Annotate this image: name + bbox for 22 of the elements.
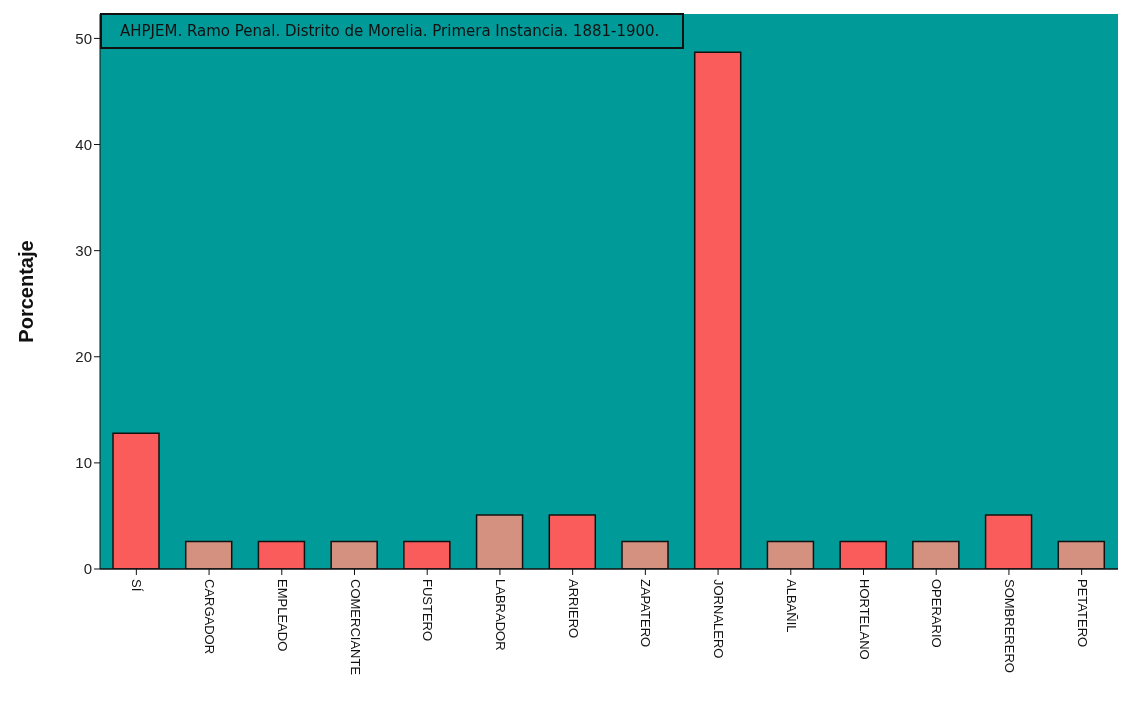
x-tick-label: OPERARIO xyxy=(929,579,945,648)
x-tick-label: SÍ xyxy=(129,579,145,592)
annotation: AHPJEM. Ramo Penal. Distrito de Morelia. Primera Instancia. 1881-1900. xyxy=(100,13,684,49)
y-tick-label: 50 xyxy=(75,29,92,47)
x-tick-label: ARRIERO xyxy=(565,579,581,639)
x-tick-label: PETATERO xyxy=(1074,579,1090,648)
x-tick-label: HORTELANO xyxy=(856,579,872,660)
x-tick-label: ALBAÑIL xyxy=(783,579,799,633)
x-tick-label: COMERCIANTE xyxy=(347,579,363,676)
y-tick-label: 10 xyxy=(75,454,92,472)
x-tick-label: CARGADOR xyxy=(202,579,218,655)
y-tick-label: 40 xyxy=(75,135,92,153)
x-tick-label: LABRADOR xyxy=(492,579,508,651)
x-tick-label: SOMBRERERO xyxy=(1001,579,1017,673)
y-tick-label: 30 xyxy=(75,241,92,259)
y-tick-label: 0 xyxy=(83,560,92,578)
x-tick-label: ZAPATERO xyxy=(638,579,654,648)
x-tick-label: EMPLEADO xyxy=(274,579,290,652)
x-tick-label: FUSTERO xyxy=(420,579,436,642)
y-axis-title: Porcentaje xyxy=(15,240,38,343)
x-tick-label: JORNALERO xyxy=(711,579,727,659)
y-tick-label: 20 xyxy=(75,348,92,366)
